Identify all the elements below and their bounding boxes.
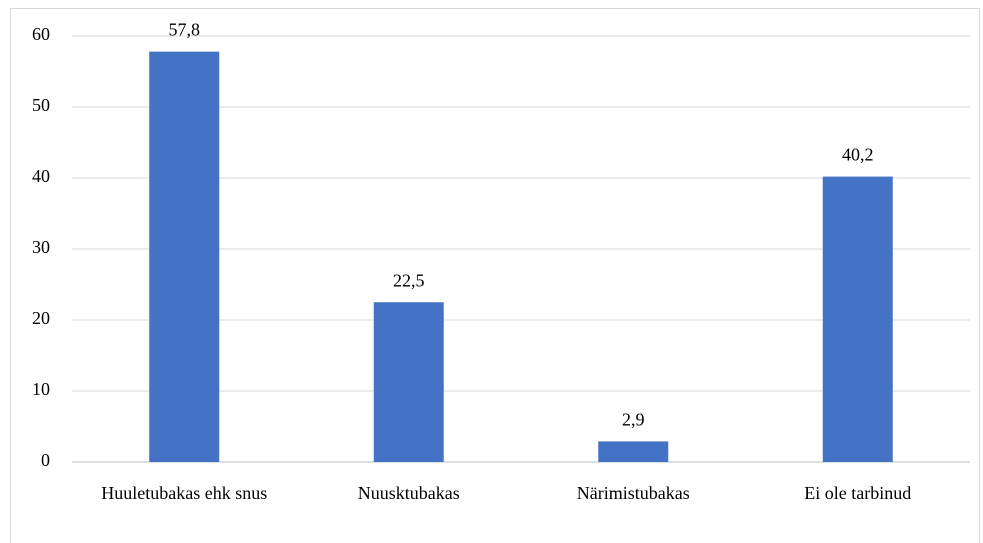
data-label: 57,8 <box>169 20 201 40</box>
y-tick-label: 30 <box>32 237 50 257</box>
data-label: 40,2 <box>842 145 874 165</box>
y-tick-label: 50 <box>32 95 50 115</box>
y-tick-label: 10 <box>32 379 50 399</box>
y-tick-label: 0 <box>41 450 50 470</box>
data-label: 22,5 <box>393 270 425 290</box>
y-tick-label: 60 <box>32 24 50 44</box>
y-tick-label: 40 <box>32 166 50 186</box>
data-label: 2,9 <box>622 410 645 430</box>
x-tick-label: Ei ole tarbinud <box>804 483 912 503</box>
bar <box>373 302 444 462</box>
x-tick-label: Närimistubakas <box>576 483 690 503</box>
bar <box>822 176 893 462</box>
x-tick-label: Nuusktubakas <box>357 483 460 503</box>
y-tick-label: 20 <box>32 308 50 328</box>
x-tick-label: Huuletubakas ehk snus <box>101 483 268 503</box>
chart-border <box>10 8 980 543</box>
bar <box>149 51 220 463</box>
bar <box>598 441 669 462</box>
